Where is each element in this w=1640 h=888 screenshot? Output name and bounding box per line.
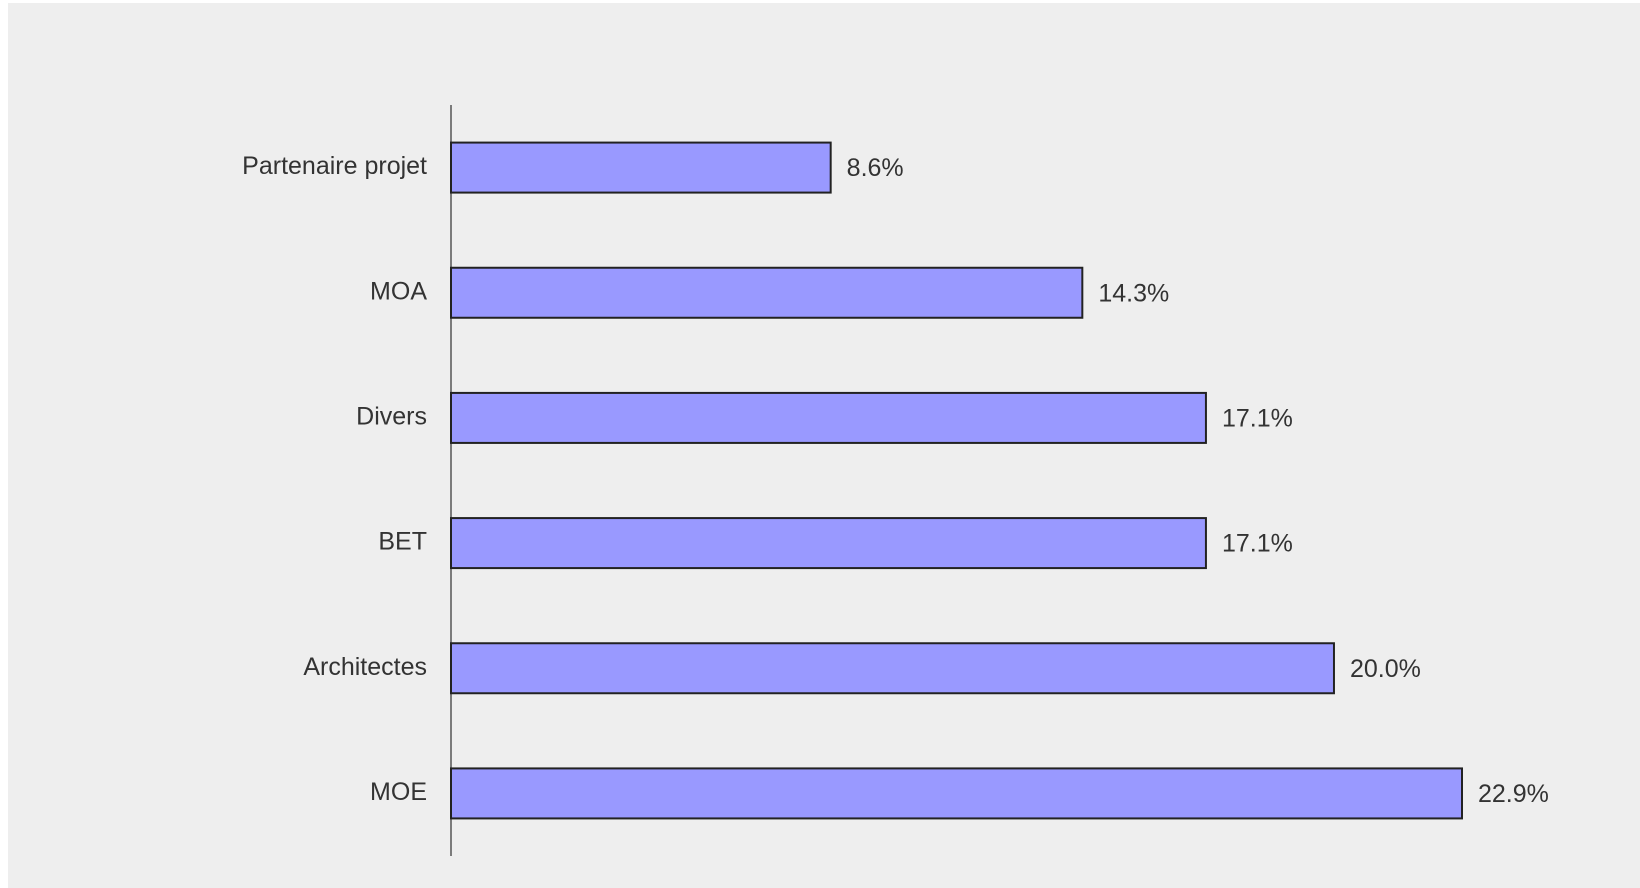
value-label: 22.9% [1478,780,1549,808]
value-label: 8.6% [847,154,904,182]
value-label: 17.1% [1222,530,1293,558]
y-tick-label: Architectes [303,653,427,681]
value-label: 20.0% [1350,655,1421,683]
y-tick-label: Divers [356,403,427,431]
bar [450,266,1084,319]
value-label: 17.1% [1222,405,1293,433]
bar [450,391,1207,444]
bar [450,642,1335,695]
bar [450,141,832,194]
panel [8,3,1640,888]
y-tick-label: MOA [370,277,427,305]
y-tick-label: BET [378,528,427,556]
bar [450,767,1463,820]
value-label: 14.3% [1098,279,1169,307]
y-tick-label: Partenaire projet [242,152,427,180]
bar [450,517,1207,570]
y-tick-label: MOE [370,778,427,806]
